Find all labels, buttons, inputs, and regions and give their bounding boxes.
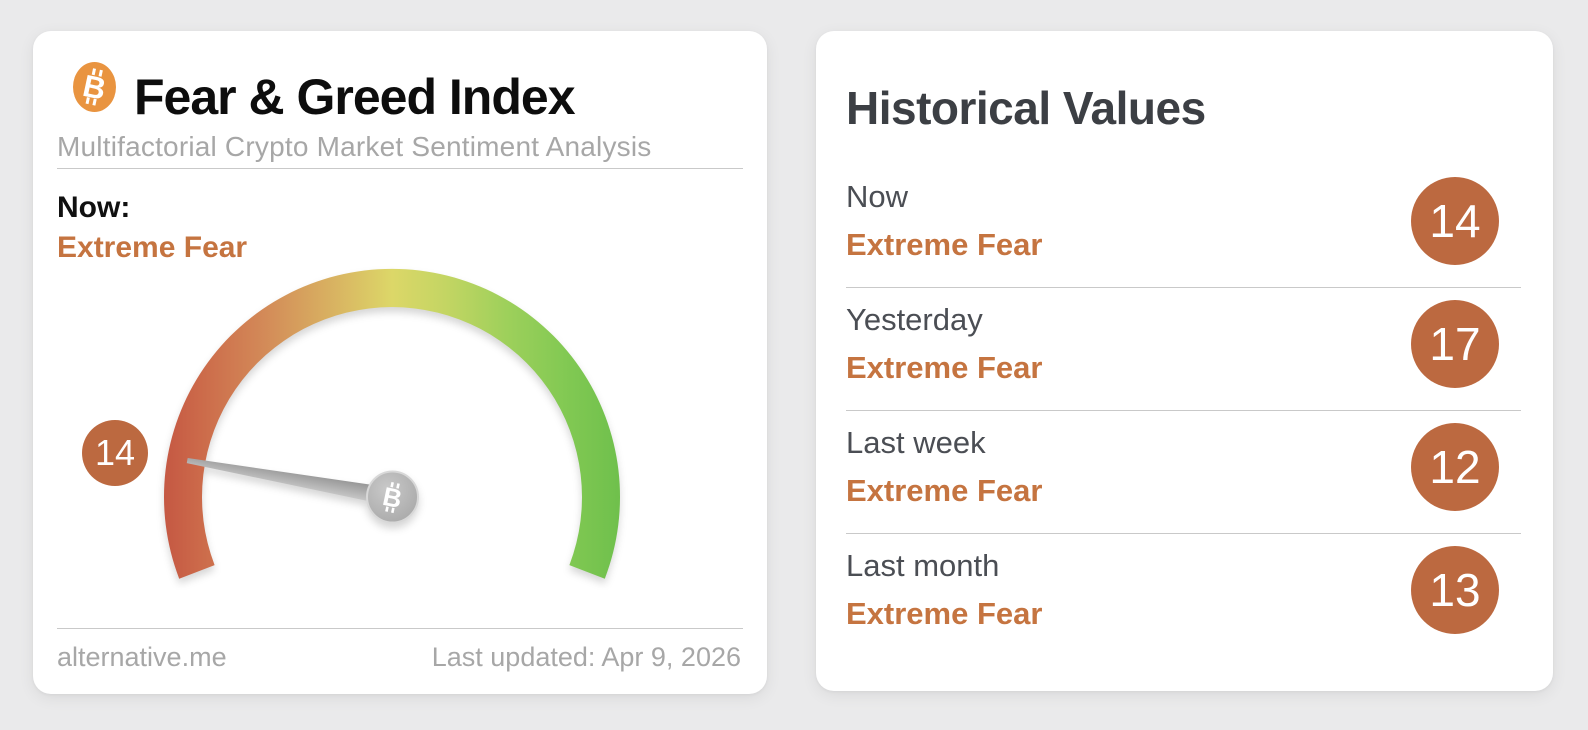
bitcoin-logo-circle [73,62,116,112]
row-divider [846,533,1521,534]
history-score-badge: 17 [1411,300,1499,388]
history-classification: Extreme Fear [846,596,1043,631]
gauge-needle [186,457,394,506]
now-label: Now: [57,191,131,224]
historical-values-card: Historical Values Now Extreme Fear 14 Ye… [816,31,1553,691]
history-row-now: Now Extreme Fear 14 [846,177,1553,293]
gauge-hub [366,470,419,524]
fear-greed-card: B Fear & Greed Index Multifactorial Cryp… [33,31,767,694]
history-row-yesterday: Yesterday Extreme Fear 17 [846,300,1553,416]
history-classification: Extreme Fear [846,473,1043,508]
widget-subtitle: Multifactorial Crypto Market Sentiment A… [57,131,652,162]
history-score-badge: 12 [1411,423,1499,511]
history-period: Last month [846,548,1000,583]
fear-greed-gauge: B [164,268,620,579]
history-period: Yesterday [846,302,983,337]
history-classification: Extreme Fear [846,350,1043,385]
history-score-badge: 13 [1411,546,1499,634]
row-divider [846,410,1521,411]
historical-values-title: Historical Values [846,82,1206,134]
history-period: Last week [846,425,986,460]
bitcoin-logo-icon: B [73,62,116,112]
gauge-arc [164,268,620,579]
history-classification: Extreme Fear [846,227,1043,262]
row-divider [846,287,1521,288]
now-classification: Extreme Fear [57,231,248,264]
history-score-badge: 14 [1411,177,1499,265]
footer-divider [57,628,743,629]
history-row-last-week: Last week Extreme Fear 12 [846,423,1553,539]
source-link[interactable]: alternative.me [57,642,227,672]
header-divider [57,168,743,169]
current-value-badge: 14 [82,420,148,486]
history-period: Now [846,179,909,214]
last-updated-text: Last updated: Apr 9, 2026 [431,642,741,672]
history-row-last-month: Last month Extreme Fear 13 [846,546,1553,662]
widget-title: Fear & Greed Index [134,69,575,125]
